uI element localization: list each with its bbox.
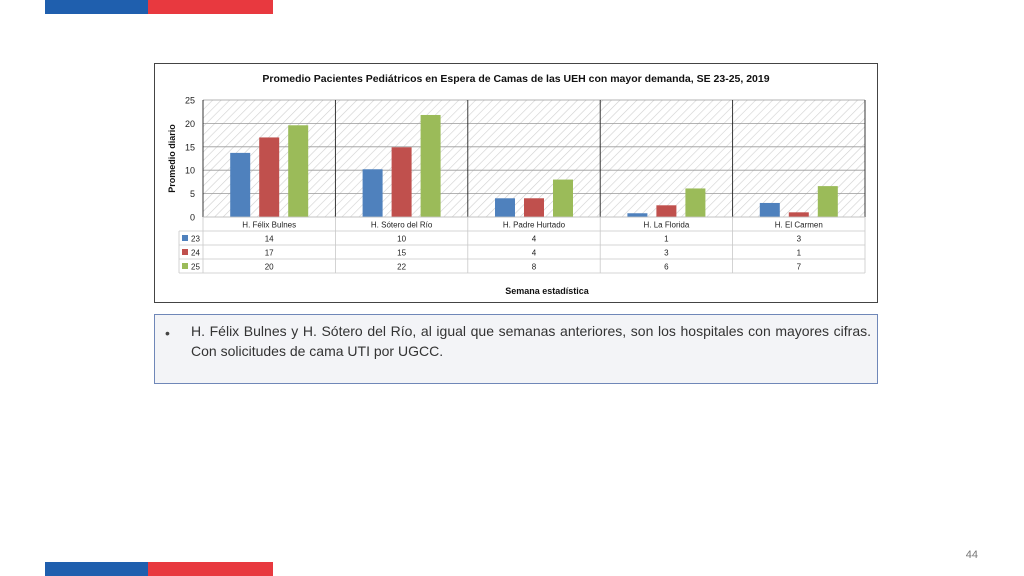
data-label-se24: 15 [397, 249, 406, 258]
x-category-label: H. La Florida [644, 221, 690, 230]
plot-background [203, 100, 865, 217]
x-axis-label: Semana estadística [505, 286, 590, 296]
chart-svg: 0 5 10 15 20 25 Promedio diario H. Félix Bulnes… [167, 96, 866, 296]
y-tick-label: 0 [190, 213, 195, 223]
bar-se24 [656, 205, 677, 217]
y-tick-label: 25 [185, 96, 195, 106]
legend-swatch-se24 [182, 249, 188, 255]
bar-se24 [524, 198, 544, 217]
legend-swatch-se23 [182, 235, 188, 241]
chart-title: Promedio Pacientes Pediátricos en Espera… [262, 73, 770, 85]
x-category-label: H. Padre Hurtado [503, 221, 566, 230]
legend-label-se25: 25 [191, 263, 200, 272]
bar-se24 [391, 147, 412, 217]
data-label-se25: 8 [532, 263, 537, 272]
bar-se25 [685, 188, 706, 217]
page-number: 44 [965, 549, 978, 561]
bar-se25 [553, 179, 573, 217]
chart-frame: Promedio Pacientes Pediátricos en Espera… [154, 63, 878, 303]
legend-label-se23: 23 [191, 235, 200, 244]
bar-se24 [259, 137, 280, 217]
data-label-se24: 3 [664, 249, 669, 258]
data-label-se23: 14 [265, 235, 274, 244]
bar-se23 [759, 202, 780, 217]
note-text: H. Félix Bulnes y H. Sótero del Río, al … [191, 323, 871, 359]
legend-label-se24: 24 [191, 249, 200, 258]
data-label-se25: 6 [664, 263, 669, 272]
brand-stripe-bottom-red [148, 562, 273, 576]
bar-se25 [817, 186, 838, 217]
data-label-se23: 3 [797, 235, 802, 244]
x-category-label: H. Félix Bulnes [242, 221, 296, 230]
data-label-se23: 4 [532, 235, 537, 244]
x-category-label: H. El Carmen [775, 221, 823, 230]
data-label-se24: 1 [797, 249, 802, 258]
data-label-se24: 4 [532, 249, 537, 258]
data-label-se24: 17 [265, 249, 274, 258]
data-label-se25: 22 [397, 263, 406, 272]
note-bullet: • [165, 325, 170, 341]
brand-stripe-top-blue [45, 0, 148, 14]
data-label-se25: 20 [265, 263, 274, 272]
bar-se23 [495, 198, 515, 217]
note-box: • H. Félix Bulnes y H. Sótero del Río, a… [154, 314, 878, 384]
bar-se23 [627, 213, 648, 217]
y-tick-label: 10 [185, 166, 195, 176]
bar-se25 [420, 114, 441, 217]
y-tick-label: 5 [190, 189, 195, 199]
brand-stripe-bottom-blue [45, 562, 148, 576]
y-tick-label: 20 [185, 119, 195, 129]
bar-se24 [788, 212, 809, 217]
data-label-se23: 10 [397, 235, 406, 244]
y-tick-label: 15 [185, 142, 195, 152]
x-category-label: H. Sótero del Río [371, 221, 433, 230]
brand-stripe-top-red [148, 0, 273, 14]
y-axis-label: Promedio diario [167, 124, 177, 193]
data-label-se25: 7 [797, 263, 802, 272]
data-label-se23: 1 [664, 235, 669, 244]
bar-se23 [362, 169, 383, 217]
bar-se23 [230, 152, 251, 217]
bar-se25 [288, 125, 309, 217]
legend-swatch-se25 [182, 263, 188, 269]
